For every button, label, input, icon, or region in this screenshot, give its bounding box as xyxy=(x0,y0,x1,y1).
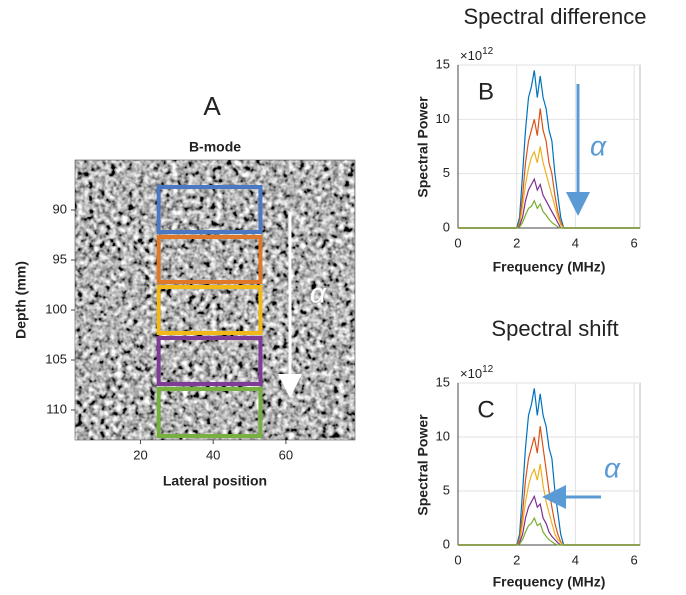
y-tick-label: 10 xyxy=(436,428,450,443)
y-tick-label: 15 xyxy=(436,56,450,71)
x-tick-label: 0 xyxy=(454,552,461,567)
x-tick-label: 6 xyxy=(631,552,638,567)
y-tick-label: 90 xyxy=(53,201,67,216)
multiplier-base: ×10 xyxy=(460,48,482,63)
y-axis-label: Spectral Power xyxy=(415,96,431,198)
y-tick-label: 110 xyxy=(46,401,67,416)
x-tick-label: 4 xyxy=(572,235,579,250)
x-axis-label: Frequency (MHz) xyxy=(493,259,606,275)
y-multiplier: ×1012 xyxy=(460,46,494,64)
multiplier-exponent: 12 xyxy=(482,46,494,57)
chart-title: Spectral difference xyxy=(463,4,646,29)
x-tick-label: 40 xyxy=(206,447,220,462)
y-tick-label: 15 xyxy=(436,374,450,389)
y-axis-label: Spectral Power xyxy=(415,414,431,516)
x-axis-label: Frequency (MHz) xyxy=(493,574,606,590)
panel-label: C xyxy=(477,396,494,423)
figure: 9095100105110204060B-modeAαLateral posit… xyxy=(0,0,686,595)
y-tick-label: 95 xyxy=(53,251,67,266)
x-tick-label: 2 xyxy=(513,235,520,250)
x-tick-label: 20 xyxy=(133,447,147,462)
chart-title: Spectral shift xyxy=(491,316,618,341)
y-tick-label: 0 xyxy=(443,219,450,234)
annotation: α xyxy=(590,130,607,161)
multiplier-exponent: 12 xyxy=(482,364,494,375)
y-tick-label: 5 xyxy=(443,482,450,497)
x-tick-label: 6 xyxy=(631,235,638,250)
y-tick-label: 5 xyxy=(443,165,450,180)
y-tick-label: 100 xyxy=(45,301,67,316)
panel-label: A xyxy=(203,91,221,121)
x-tick-label: 2 xyxy=(513,552,520,567)
y-tick-label: 105 xyxy=(45,351,67,366)
x-axis-label: Lateral position xyxy=(163,473,267,489)
annotation: α xyxy=(604,452,621,483)
x-tick-label: 60 xyxy=(279,447,293,462)
y-multiplier: ×1012 xyxy=(460,364,494,382)
x-tick-label: 0 xyxy=(454,235,461,250)
annotation: α xyxy=(310,277,327,308)
y-tick-label: 10 xyxy=(436,111,450,126)
panel-label: B xyxy=(478,78,494,105)
chart-title: B-mode xyxy=(189,139,241,155)
y-axis-label: Depth (mm) xyxy=(13,261,29,339)
y-tick-label: 0 xyxy=(443,536,450,551)
x-tick-label: 4 xyxy=(572,552,579,567)
multiplier-base: ×10 xyxy=(460,366,482,381)
